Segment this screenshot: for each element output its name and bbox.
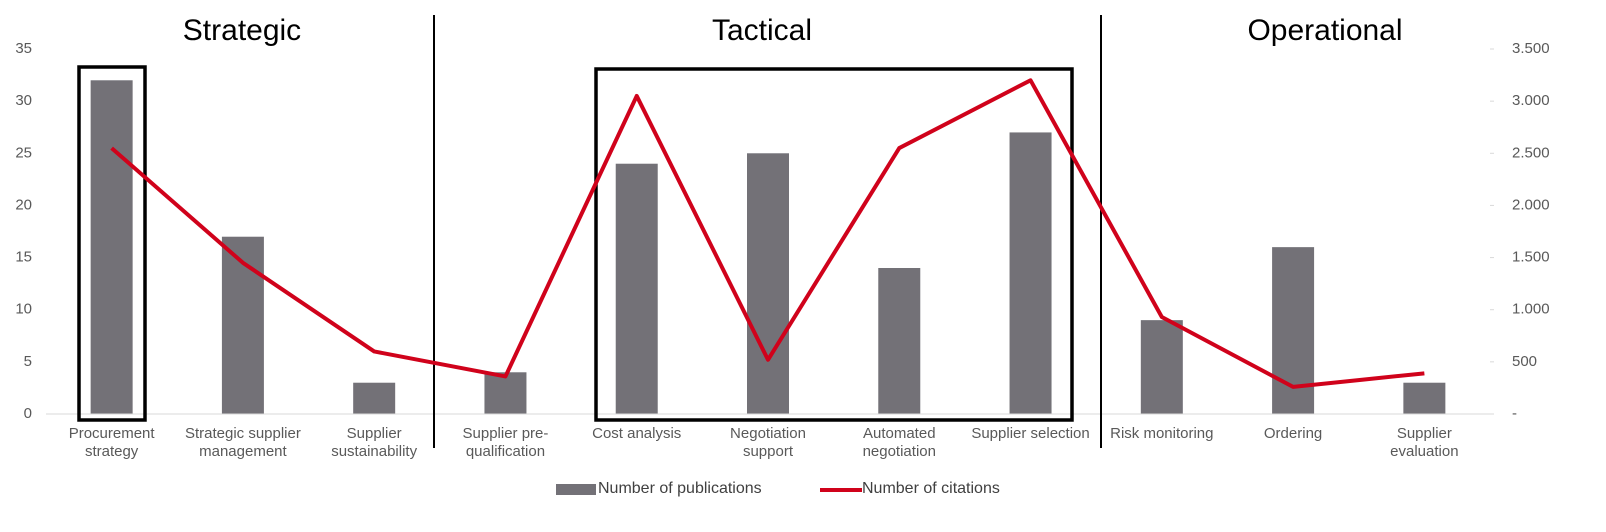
line [110,78,1425,389]
y2-tick-label: 2.500 [1512,144,1550,161]
x-tick-label: Ordering [1263,425,1323,442]
bar [221,236,264,414]
y2-tick-label: 1.000 [1512,301,1550,318]
bar [1140,320,1183,414]
bar [878,268,921,414]
x-tick-label: Cost analysis [592,425,682,442]
x-tick-label: Procurement strategy [68,425,155,460]
bar [747,153,789,415]
y-tick-label: 20 [15,196,32,213]
y-tick-label: 5 [24,353,32,370]
legend-label: Number of publications [598,480,762,497]
y2-tick-label: 3.000 [1512,92,1550,109]
y-tick-label: 25 [15,144,32,161]
y2-tick-label: 2.000 [1512,196,1550,213]
highlight-box [77,65,147,422]
y-tick-label: 30 [15,92,32,109]
y2-tick-label: - [1512,405,1517,422]
legend-label: Number of citations [862,480,1000,497]
bar [353,382,396,414]
x-tick-label: Supplier pre-qualification [462,425,549,460]
bar [1009,132,1052,414]
x-tick-label: Supplier evaluation [1390,425,1459,460]
x-tick-label: Risk monitoring [1110,425,1214,442]
x-tick-label: Supplier selection [971,425,1090,442]
section-label: Operational [1247,14,1402,47]
x-tick-label: Supplier sustainability [331,425,418,460]
legend-swatch [556,484,596,495]
bar [1403,382,1446,414]
x-tick-label: Negotiation support [730,425,806,460]
y2-tick-label: 3.500 [1512,40,1550,57]
x-tick-label: Automated negotiation [862,425,936,460]
bar [1272,247,1315,414]
bar [615,163,658,414]
y2-tick-label: 1.500 [1512,249,1550,266]
x-tick-label: Strategic supplier management [184,425,301,460]
y-tick-label: 15 [15,249,32,266]
y-tick-label: 10 [15,301,32,318]
y-tick-label: 0 [24,405,32,422]
y2-tick-label: 500 [1512,353,1537,370]
y-tick-label: 35 [15,40,32,57]
section-label: Strategic [183,14,301,47]
section-label: Tactical [712,14,812,47]
highlight-box [594,67,1074,422]
bar [90,80,133,415]
bar [484,372,527,414]
